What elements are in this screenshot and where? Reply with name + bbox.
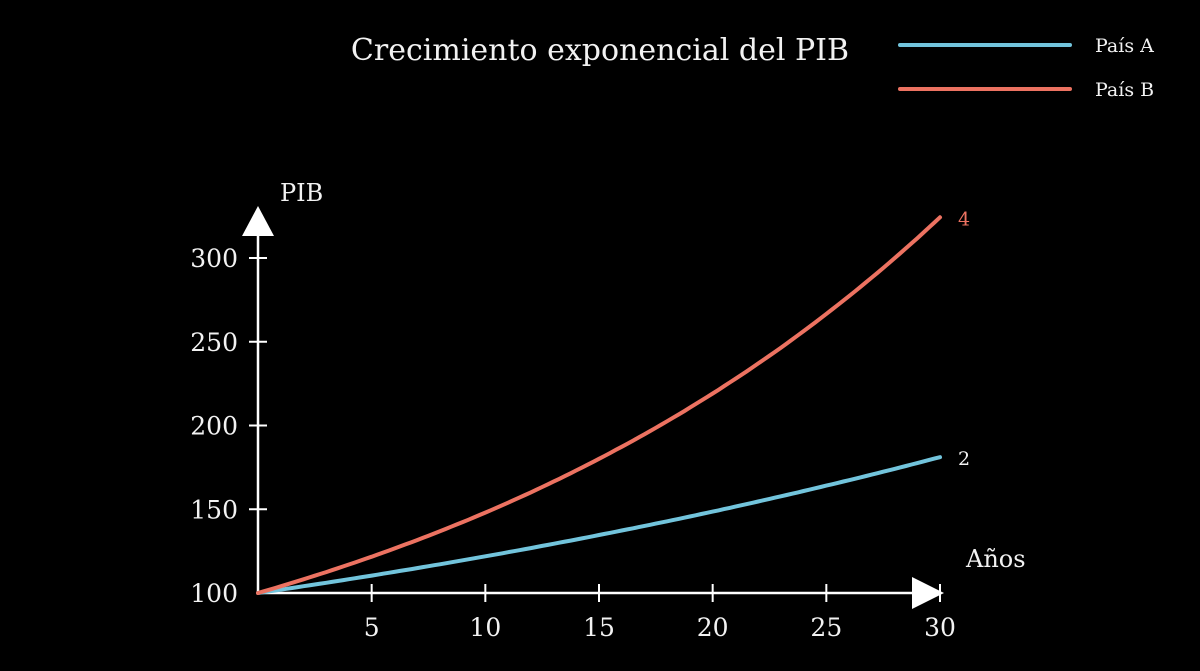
series-end-labels: 24 [958, 208, 970, 470]
series-end-label-pais-a: 2 [958, 448, 970, 470]
x-tick-label: 5 [364, 613, 380, 642]
series-line-pais-b [256, 215, 942, 595]
series-lines [256, 215, 942, 595]
legend-label-pais-a: País A [1095, 35, 1154, 57]
axes: PIB Años [242, 179, 1026, 609]
x-axis-arrow [912, 577, 944, 609]
x-axis-label: Años [965, 545, 1026, 573]
x-tick-label: 10 [469, 613, 501, 642]
legend: País A País B [898, 35, 1154, 101]
y-tick-label: 300 [190, 244, 238, 273]
chart-title: Crecimiento exponencial del PIB [351, 33, 849, 68]
y-axis-label: PIB [280, 179, 323, 207]
y-tick-label: 250 [190, 328, 238, 357]
x-tick-label: 30 [924, 613, 956, 642]
legend-label-pais-b: País B [1095, 79, 1154, 101]
series-end-label-pais-b: 4 [958, 208, 970, 230]
x-tick-label: 25 [810, 613, 842, 642]
x-ticks: 5 10 15 20 25 30 [364, 584, 956, 642]
y-tick-label: 200 [190, 412, 238, 441]
series-line-pais-a [256, 455, 942, 595]
y-axis-arrow [242, 206, 274, 236]
y-tick-label: 150 [190, 495, 238, 524]
y-tick-label: 100 [190, 579, 238, 608]
x-tick-label: 15 [583, 613, 615, 642]
x-tick-label: 20 [697, 613, 729, 642]
y-ticks: 100 150 200 250 300 [190, 244, 267, 608]
